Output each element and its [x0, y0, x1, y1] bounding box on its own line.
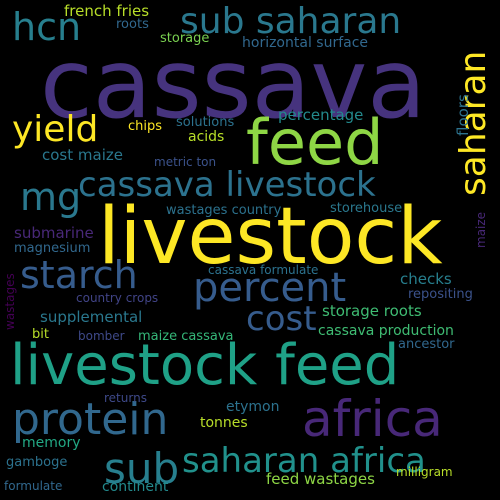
word-wastages: wastages	[3, 273, 17, 330]
word-submarine: submarine	[14, 224, 94, 242]
word-cassava-livestock: cassava livestock	[78, 165, 376, 205]
word-bomber: bomber	[78, 329, 125, 343]
word-metric-ton: metric ton	[154, 155, 217, 169]
word-storage: storage	[160, 31, 210, 46]
word-memory: memory	[22, 435, 81, 451]
word-yield: yield	[12, 109, 99, 150]
word-storehouse: storehouse	[330, 201, 403, 216]
word-gamboge: gamboge	[6, 455, 68, 470]
word-chips: chips	[128, 119, 163, 134]
word-cost-maize: cost maize	[42, 146, 123, 164]
word-tonnes: tonnes	[200, 415, 248, 431]
word-cassava-production: cassava production	[318, 323, 454, 339]
word-country-crops: country crops	[76, 291, 159, 305]
word-sub: sub	[104, 444, 180, 493]
word-checks: checks	[400, 270, 452, 288]
word-wastages-country: wastages country	[166, 203, 282, 218]
word-feed: feed	[246, 106, 384, 179]
word-storage-roots: storage roots	[322, 302, 422, 320]
word-sub-saharan: sub saharan	[180, 1, 402, 42]
word-saharan-africa: saharan africa	[182, 441, 426, 481]
word-etymon: etymon	[226, 399, 280, 415]
word-floors: floors	[454, 94, 472, 136]
word-maize: maize	[474, 211, 488, 248]
word-repositing: repositing	[408, 287, 473, 302]
word-roots: roots	[116, 17, 149, 32]
word-formulate: formulate	[4, 479, 63, 493]
word-returns: returns	[104, 391, 147, 405]
word-cassava-formulate: cassava formulate	[208, 263, 319, 277]
word-starch: starch	[20, 253, 138, 297]
word-french-fries: french fries	[64, 2, 150, 20]
word-cassava: cassava	[40, 28, 427, 140]
word-africa: africa	[302, 390, 443, 448]
word-supplemental: supplemental	[40, 308, 143, 326]
word-solutions: solutions	[176, 115, 235, 130]
word-cost: cost	[246, 299, 317, 339]
word-livestock-feed: livestock feed	[10, 333, 400, 398]
word-continent: continent	[102, 479, 169, 495]
word-feed-wastages: feed wastages	[266, 470, 375, 488]
word-magnesium: magnesium	[14, 241, 91, 256]
word-acids: acids	[188, 129, 225, 145]
word-mg: mg	[20, 175, 82, 219]
word-horizontal-surface: horizontal surface	[242, 35, 369, 51]
word-ancestor: ancestor	[398, 337, 455, 352]
word-percentage: percentage	[278, 106, 364, 124]
word-bit: bit	[32, 327, 49, 342]
word-protein: protein	[12, 394, 169, 445]
word-livestock: livestock	[98, 192, 443, 282]
word-maize-cassava: maize cassava	[138, 329, 234, 344]
word-milligram: milligram	[396, 465, 453, 479]
word-percent: percent	[193, 265, 347, 311]
word-hcn: hcn	[12, 5, 82, 49]
